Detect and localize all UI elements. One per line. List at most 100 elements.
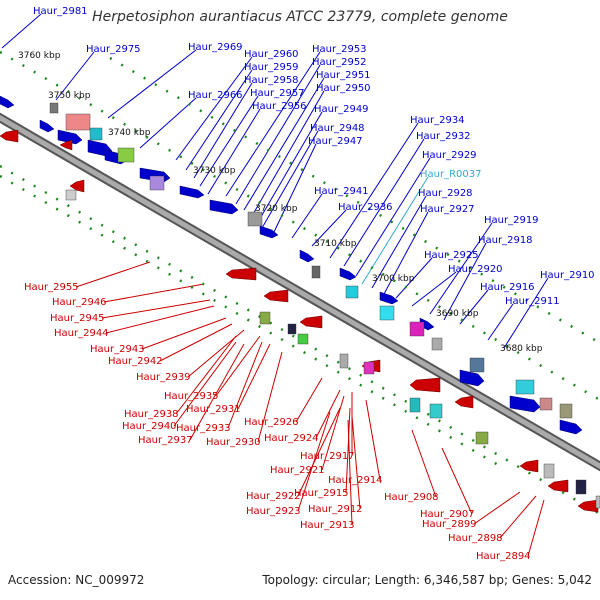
leader-line [297, 407, 341, 497]
tick-dots [0, 50, 600, 516]
scale-label: 3720 kbp [255, 204, 298, 214]
leader-line [175, 56, 253, 161]
leader-line [257, 111, 323, 223]
gene-label-haur_2899: Haur_2899 [422, 519, 477, 530]
reverse-gene-glyph [263, 289, 289, 303]
gene-label-haur_2894: Haur_2894 [476, 551, 531, 562]
gene-label-haur_2941: Haur_2941 [314, 186, 369, 197]
leader-line [103, 283, 205, 303]
gene-box-glyph [311, 265, 321, 279]
gene-box-glyph [117, 147, 135, 163]
gene-label-haur_2910: Haur_2910 [540, 270, 595, 281]
gene-label-haur_2943: Haur_2943 [90, 344, 145, 355]
scale-label: 3750 kbp [48, 91, 91, 101]
scale-label: 3710 kbp [314, 239, 357, 249]
gene-box-glyph [379, 305, 395, 321]
forward-gene-glyph [0, 95, 15, 109]
gene-label-haur_2898: Haur_2898 [448, 533, 503, 544]
gene-label-haur_2953: Haur_2953 [312, 44, 367, 55]
leader-line [75, 261, 151, 288]
leader-line [207, 108, 261, 195]
gene-label-haur_2935: Haur_2935 [164, 391, 219, 402]
gene-box-glyph [539, 397, 553, 411]
gene-label-haur_2926: Haur_2926 [244, 417, 299, 428]
gene-box-glyph [149, 175, 165, 191]
leader-line [395, 257, 433, 299]
gene-label-haur_2951: Haur_2951 [316, 70, 371, 81]
leader-line [361, 176, 429, 285]
leader-line [411, 429, 437, 498]
gene-box-glyph [475, 431, 489, 445]
forward-gene-glyph [179, 185, 205, 199]
gene-label-haur_2917: Haur_2917 [300, 451, 355, 462]
gene-label-haur_2947: Haur_2947 [308, 136, 363, 147]
leader-line [351, 415, 361, 510]
leader-line [343, 138, 425, 267]
leader-line [261, 130, 319, 229]
gene-label-haur_2952: Haur_2952 [312, 57, 367, 68]
leader-line [355, 157, 431, 277]
leader-lines [1, 13, 549, 557]
leader-line [499, 495, 537, 539]
gene-label-haur_2938: Haur_2938 [124, 409, 179, 420]
leader-line [55, 51, 95, 101]
genome-backbone [0, 112, 600, 472]
gene-box-glyph [339, 353, 349, 369]
gene-label-haur_2924: Haur_2924 [264, 433, 319, 444]
gene-box-glyph [409, 397, 421, 413]
tick-row-3 [0, 174, 501, 468]
gene-box-glyph [595, 495, 600, 509]
leader-line [315, 389, 341, 439]
gene-label-haur_r0037: Haur_R0037 [420, 169, 482, 180]
gene-label-haur_2914: Haur_2914 [328, 475, 383, 486]
leader-line [345, 407, 351, 494]
backbone-core [0, 114, 600, 470]
leader-line [273, 143, 317, 233]
reverse-gene-glyph [299, 315, 323, 329]
gene-box-glyph [409, 321, 425, 337]
forward-gene-glyph [39, 119, 55, 133]
gene-label-haur_2932: Haur_2932 [416, 131, 471, 142]
leader-line [101, 299, 211, 319]
leader-line [189, 343, 245, 441]
scale-label: 3740 kbp [108, 128, 151, 138]
gene-label-haur_2950: Haur_2950 [316, 83, 371, 94]
gene-box-glyph [49, 102, 59, 114]
gene-label-haur_2928: Haur_2928 [418, 188, 473, 199]
leader-line [193, 82, 253, 179]
scale-label: 3730 kbp [193, 166, 236, 176]
gene-box-glyph [287, 323, 297, 335]
gene-label-haur_2936: Haur_2936 [338, 202, 393, 213]
forward-gene-glyph [209, 199, 239, 215]
scale-label: 3700 kbp [372, 274, 415, 284]
gene-label-haur_2930: Haur_2930 [206, 437, 261, 448]
leader-line [443, 242, 487, 321]
map-title: Herpetosiphon aurantiacus ATCC 23779, co… [92, 9, 508, 25]
leader-line [503, 277, 549, 349]
gene-label-haur_2912: Haur_2912 [308, 504, 363, 515]
gene-box-glyph [559, 403, 573, 419]
gene-label-haur_2937: Haur_2937 [138, 435, 193, 446]
gene-label-haur_2942: Haur_2942 [108, 356, 163, 367]
gene-box-glyph [259, 311, 271, 325]
gene-label-haur_2915: Haur_2915 [294, 488, 349, 499]
forward-gene-glyph [459, 369, 485, 387]
leader-line [291, 193, 323, 239]
leader-line [173, 341, 237, 427]
gene-box-glyph [363, 361, 375, 375]
gene-label-haur_2908: Haur_2908 [384, 492, 439, 503]
gene-label-haur_2913: Haur_2913 [300, 520, 355, 531]
leader-line [347, 419, 353, 526]
leader-line [215, 335, 261, 397]
gene-label-haur_2949: Haur_2949 [314, 104, 369, 115]
leader-line [175, 335, 237, 415]
gene-label-haur_2959: Haur_2959 [244, 62, 299, 73]
leader-line [383, 211, 429, 295]
leader-line [185, 69, 253, 171]
leader-line [105, 305, 215, 334]
accession-text: Accession: NC_009972 [8, 573, 145, 587]
gene-label-haur_2911: Haur_2911 [505, 296, 560, 307]
leader-line [139, 97, 197, 149]
leader-line [225, 51, 321, 197]
